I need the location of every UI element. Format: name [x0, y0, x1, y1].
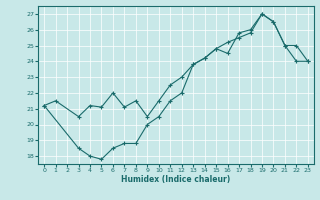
X-axis label: Humidex (Indice chaleur): Humidex (Indice chaleur): [121, 175, 231, 184]
